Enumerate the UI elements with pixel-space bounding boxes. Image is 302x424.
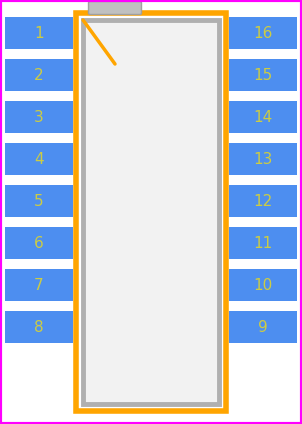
Text: 14: 14 [253, 109, 273, 125]
Bar [76, 13, 226, 411]
Bar [229, 185, 297, 217]
Bar [5, 143, 73, 175]
Text: 10: 10 [253, 277, 273, 293]
Text: 13: 13 [253, 151, 273, 167]
Bar [5, 59, 73, 91]
Bar [5, 311, 73, 343]
Text: 1: 1 [34, 25, 44, 41]
Bar [5, 101, 73, 133]
FancyBboxPatch shape [88, 2, 142, 14]
Text: 8: 8 [34, 320, 44, 335]
Text: 3: 3 [34, 109, 44, 125]
Bar [229, 17, 297, 49]
Text: 11: 11 [253, 235, 273, 251]
Bar [229, 143, 297, 175]
Bar [5, 269, 73, 301]
Text: 2: 2 [34, 67, 44, 83]
Text: 12: 12 [253, 193, 273, 209]
Bar [229, 59, 297, 91]
Text: 6: 6 [34, 235, 44, 251]
Bar [229, 311, 297, 343]
Bar [229, 101, 297, 133]
Text: 5: 5 [34, 193, 44, 209]
Text: 9: 9 [258, 320, 268, 335]
Text: 15: 15 [253, 67, 273, 83]
Bar [229, 269, 297, 301]
Bar [83, 20, 219, 404]
Bar [5, 17, 73, 49]
Bar [5, 227, 73, 259]
Text: 7: 7 [34, 277, 44, 293]
Bar [229, 227, 297, 259]
Text: 16: 16 [253, 25, 273, 41]
Bar [5, 185, 73, 217]
Text: 4: 4 [34, 151, 44, 167]
